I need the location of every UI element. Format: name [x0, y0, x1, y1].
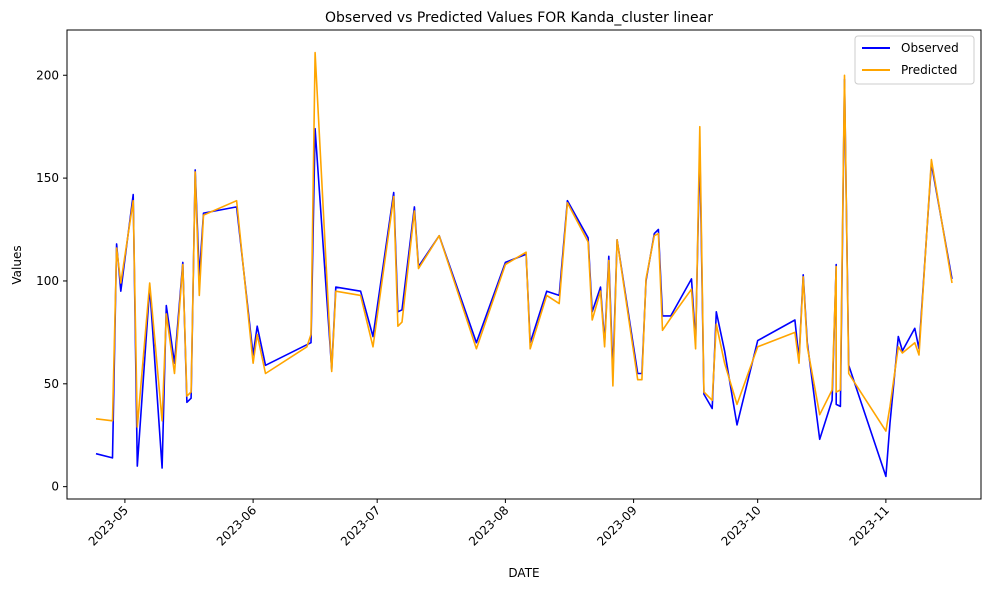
legend-observed-label: Observed: [901, 41, 959, 55]
y-axis: 0 50 100 150 200: [36, 68, 67, 494]
legend-predicted-label: Predicted: [901, 63, 957, 77]
plot-area: [67, 30, 981, 499]
y-tick-label-0: 0: [51, 480, 59, 494]
y-tick-label-1: 50: [44, 377, 59, 391]
y-axis-label: Values: [10, 245, 24, 284]
y-tick-label-4: 200: [36, 68, 59, 82]
x-axis-label: DATE: [508, 566, 539, 580]
series-layer: [95, 51, 953, 478]
y-tick-label-2: 100: [36, 274, 59, 288]
series-line-predicted: [95, 51, 953, 432]
chart-title: Observed vs Predicted Values FOR Kanda_c…: [325, 10, 713, 26]
y-tick-label-3: 150: [36, 171, 59, 185]
plot-frame: [66, 29, 982, 500]
legend: Observed Predicted: [854, 35, 975, 85]
